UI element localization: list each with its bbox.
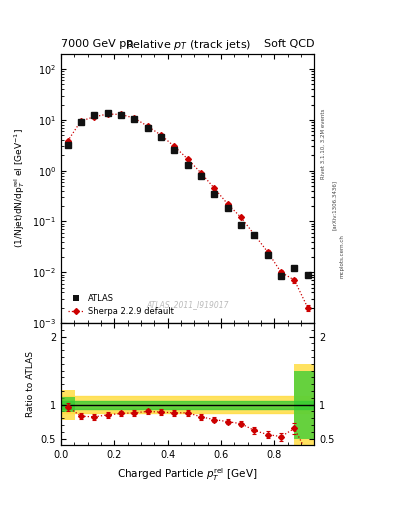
Title: Relative $p_{T}$ (track jets): Relative $p_{T}$ (track jets): [125, 38, 251, 52]
Y-axis label: Ratio to ATLAS: Ratio to ATLAS: [26, 351, 35, 417]
Text: [arXiv:1306.3436]: [arXiv:1306.3436]: [332, 180, 337, 230]
Legend: ATLAS, Sherpa 2.2.9 default: ATLAS, Sherpa 2.2.9 default: [65, 292, 176, 319]
Y-axis label: (1/Njet)dN/dp$^{\rm rel}_{T}$ el [GeV$^{-1}$]: (1/Njet)dN/dp$^{\rm rel}_{T}$ el [GeV$^{…: [11, 129, 26, 248]
Bar: [61, 390, 75, 420]
Bar: [61, 397, 75, 412]
X-axis label: Charged Particle $p^{\rm rel}_{T}$ [GeV]: Charged Particle $p^{\rm rel}_{T}$ [GeV]: [118, 466, 258, 483]
Bar: [294, 371, 314, 439]
Bar: [61, 396, 314, 413]
Bar: [294, 364, 314, 445]
Text: ATLAS_2011_I919017: ATLAS_2011_I919017: [147, 301, 229, 310]
Text: mcplots.cern.ch: mcplots.cern.ch: [340, 234, 345, 278]
Text: Rivet 3.1.10, 3.2M events: Rivet 3.1.10, 3.2M events: [320, 108, 325, 179]
Text: Soft QCD: Soft QCD: [264, 38, 314, 49]
Text: 7000 GeV pp: 7000 GeV pp: [61, 38, 133, 49]
Bar: [61, 400, 314, 409]
